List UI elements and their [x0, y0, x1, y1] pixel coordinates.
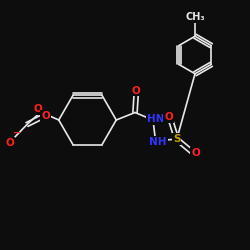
Text: −: − [14, 128, 22, 138]
Text: CH₃: CH₃ [185, 12, 205, 22]
Text: O: O [34, 104, 42, 115]
Text: O: O [41, 111, 50, 121]
Text: NH: NH [149, 137, 167, 147]
Text: O: O [5, 138, 14, 147]
Text: HN: HN [147, 114, 164, 124]
Text: O: O [164, 112, 173, 122]
Text: O: O [191, 148, 200, 158]
Text: S: S [173, 134, 180, 144]
Text: O: O [132, 86, 140, 96]
